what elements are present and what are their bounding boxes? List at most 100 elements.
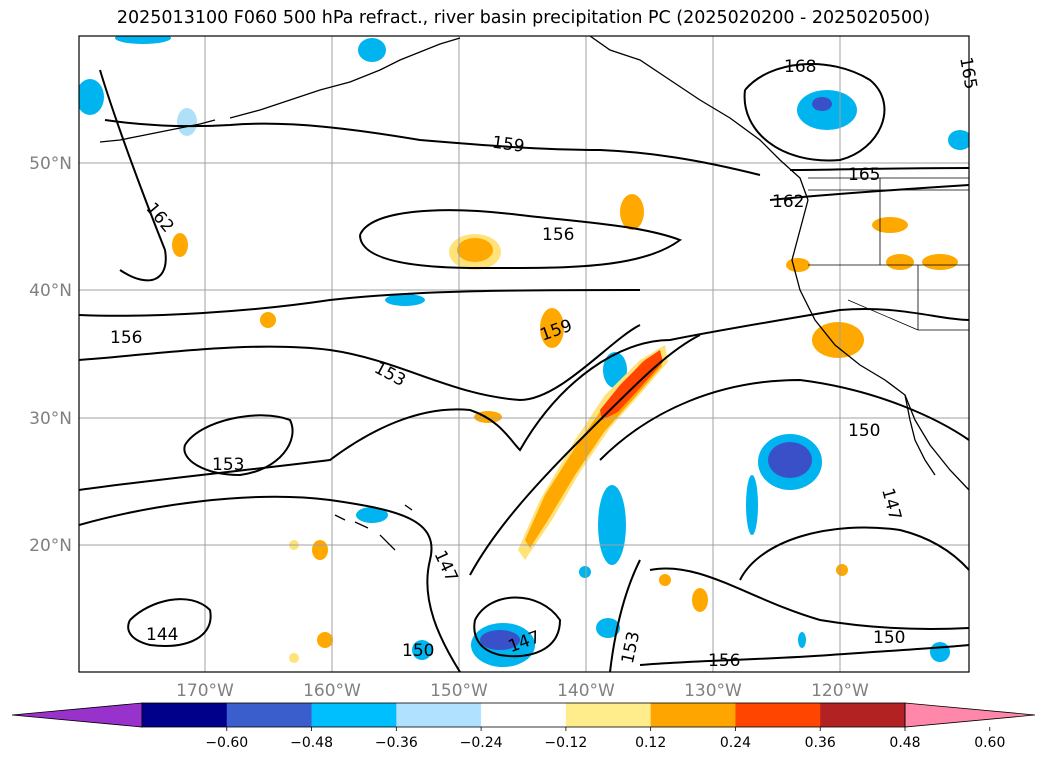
colorbar-segment	[820, 703, 906, 727]
colorbar-extend-high	[904, 702, 1036, 728]
lon-labels: 170°W 160°W 150°W 140°W 130°W 120°W	[176, 681, 869, 701]
neg-region	[356, 507, 388, 523]
pos-region	[620, 194, 644, 230]
pos-region	[659, 574, 671, 586]
colorbar-tick-label: −0.24	[460, 735, 503, 751]
neg-region	[598, 485, 626, 565]
neg-region	[412, 640, 432, 660]
colorbar-tick-label: 0.12	[635, 735, 666, 751]
lat-labels: 50°N 40°N 30°N 20°N	[29, 154, 72, 556]
contour-144	[127, 598, 212, 647]
colorbar-segment	[650, 703, 736, 727]
neg-region	[746, 475, 758, 535]
contour-label: 168	[784, 57, 816, 77]
contour-156-south	[639, 644, 969, 666]
contour-label: 156	[110, 328, 142, 348]
contour-label: 144	[146, 625, 178, 645]
pos-region	[540, 308, 564, 348]
lat-label: 50°N	[29, 154, 72, 174]
colorbar-tick-label: 0.48	[889, 735, 920, 751]
colorbar-segment	[311, 703, 397, 727]
colorbar-tick-label: −0.36	[375, 735, 418, 751]
colorbar-tick-label: −0.12	[544, 735, 587, 751]
contour-162-west	[99, 69, 167, 282]
lat-label: 30°N	[29, 409, 72, 429]
neg-region	[385, 294, 425, 306]
pos-region	[317, 632, 333, 648]
pos-region	[836, 564, 848, 576]
aleutian-chain	[99, 119, 216, 143]
us-west-coast	[791, 199, 969, 491]
contour-147-se	[739, 526, 969, 581]
pos-region	[260, 312, 276, 328]
contour-153	[79, 324, 641, 402]
contour-153-south	[609, 559, 641, 672]
lon-label: 140°W	[557, 681, 615, 701]
contour-label: 150	[873, 628, 905, 648]
map-title: 2025013100 F060 500 hPa refract., river …	[116, 8, 931, 28]
contour-150-south	[649, 567, 969, 631]
neg-region	[579, 566, 591, 578]
contour-147-small	[473, 596, 562, 658]
colorbar-tick-label: 0.60	[974, 735, 1005, 751]
pos-band	[600, 350, 663, 420]
neg-region	[930, 642, 950, 662]
pos-region	[172, 233, 188, 257]
lon-label: 150°W	[430, 681, 488, 701]
pos-region	[786, 258, 810, 272]
neg-region	[798, 632, 806, 648]
pos-region	[457, 238, 493, 262]
pos-region	[872, 217, 908, 233]
colorbar-segment	[481, 703, 567, 727]
colorbar-segment	[226, 703, 313, 727]
colorbar-tick-label: 0.24	[720, 735, 751, 751]
lat-label: 40°N	[29, 281, 72, 301]
contour-label: 153	[212, 455, 244, 475]
contour-label: 156	[542, 225, 574, 245]
colorbar-segment	[396, 703, 482, 727]
contour-label: 150	[402, 641, 434, 661]
contour-165	[789, 167, 969, 171]
contour-label: 156	[708, 651, 740, 671]
contour-label: 165	[848, 165, 880, 185]
contour-156-north	[359, 209, 683, 270]
neg-region	[358, 38, 386, 62]
colorbar-segment	[565, 703, 652, 727]
colorbar-tick-label: 0.36	[805, 735, 836, 751]
colorbar-extend-low	[11, 702, 143, 728]
contour-150	[79, 308, 969, 491]
grid	[79, 36, 969, 672]
neg-region	[115, 36, 171, 44]
alaska-coast	[229, 37, 461, 119]
map-frame	[78, 35, 970, 673]
pos-region	[289, 653, 299, 663]
colorbar-tick-label: −0.60	[205, 735, 248, 751]
contour-162	[769, 184, 969, 201]
neg-region	[596, 618, 620, 638]
neg-region	[768, 442, 812, 478]
map-panel	[79, 36, 969, 672]
lon-label: 160°W	[303, 681, 361, 701]
contour-147-band	[469, 334, 701, 576]
contour-label: 162	[772, 192, 804, 212]
neg-region	[177, 108, 197, 136]
contour-168	[743, 63, 886, 162]
neg-region	[480, 630, 520, 650]
lat-label: 20°N	[29, 536, 72, 556]
colorbar-segment	[142, 703, 228, 727]
pos-region	[922, 254, 958, 270]
colorbar-segment	[735, 703, 821, 727]
neg-region	[79, 79, 104, 115]
contour-label: 159	[491, 133, 526, 157]
lon-label: 170°W	[176, 681, 234, 701]
contour-147-east	[599, 378, 969, 461]
baja-coast	[904, 394, 936, 476]
contour-159-north	[104, 119, 761, 176]
lon-label: 130°W	[684, 681, 742, 701]
pos-region	[692, 588, 708, 612]
contour-156-mid	[79, 289, 641, 317]
hawaii-islands	[334, 504, 413, 551]
contour-label: 150	[848, 421, 880, 441]
pos-region	[312, 540, 328, 560]
